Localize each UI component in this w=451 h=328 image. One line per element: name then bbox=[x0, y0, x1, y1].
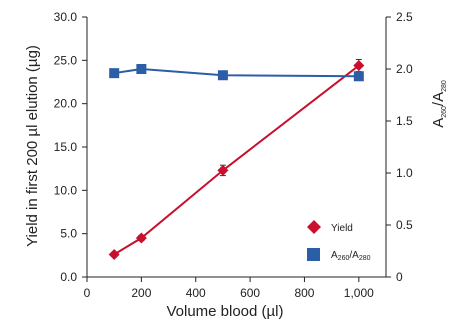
legend-sub2: 280 bbox=[359, 255, 371, 262]
x-tick-label: 800 bbox=[294, 286, 314, 300]
x-tick-label: 1,000 bbox=[344, 286, 374, 300]
x-tick-label: 0 bbox=[84, 286, 91, 300]
data-point-yield bbox=[217, 164, 229, 176]
y-right-title-sub1: 260 bbox=[441, 106, 448, 118]
legend-marker-diamond bbox=[307, 220, 321, 234]
y-right-tick-label: 2.0 bbox=[396, 62, 413, 76]
y-left-tick-label: 15.0 bbox=[54, 140, 78, 154]
x-ticks: 0 200 400 600 800 1,000 bbox=[84, 277, 374, 300]
data-point-yield bbox=[108, 248, 120, 260]
series-line-1 bbox=[114, 67, 359, 78]
data-point-a260-a280 bbox=[353, 71, 364, 82]
legend: Yield A260/A280 bbox=[307, 220, 371, 262]
y-right-title-sep: /A bbox=[430, 92, 447, 106]
y-right-tick-label: 1.0 bbox=[396, 166, 413, 180]
series-layer bbox=[108, 58, 365, 260]
y-left-tick-label: 25.0 bbox=[54, 53, 78, 67]
y-right-tick-label: 0 bbox=[396, 270, 403, 284]
legend-sub1: 260 bbox=[338, 255, 350, 262]
y-right-axis-title: A260/A280 bbox=[430, 80, 448, 128]
data-point-a260-a280 bbox=[136, 64, 147, 74]
data-point-a260-a280 bbox=[109, 68, 120, 79]
legend-label-yield: Yield bbox=[331, 223, 353, 234]
y-right-title-base: A bbox=[430, 118, 447, 128]
axes bbox=[86, 17, 387, 278]
y-right-tick-label: 1.5 bbox=[396, 114, 413, 128]
y-left-axis-title: Yield in first 200 µl elution (µg) bbox=[24, 45, 41, 247]
y-left-ticks: 0.0 5.0 10.0 15.0 20.0 25.0 30.0 bbox=[54, 10, 87, 284]
series-line-0 bbox=[113, 64, 360, 256]
y-left-tick-label: 0.0 bbox=[60, 270, 77, 284]
x-axis-title: Volume blood (µl) bbox=[166, 303, 283, 320]
y-right-ticks: 0 0.5 1.0 1.5 2.0 2.5 bbox=[386, 10, 413, 284]
legend-sep: /A bbox=[349, 250, 359, 261]
legend-item-a260-a280: A260/A280 bbox=[307, 248, 371, 262]
x-tick-label: 200 bbox=[131, 286, 151, 300]
legend-a-base: A bbox=[331, 250, 338, 261]
legend-marker-square bbox=[307, 248, 320, 261]
y-right-tick-label: 2.5 bbox=[396, 10, 413, 24]
y-right-title-sub2: 280 bbox=[441, 80, 448, 92]
legend-item-yield: Yield bbox=[307, 220, 353, 234]
data-point-a260-a280 bbox=[217, 70, 228, 81]
x-tick-label: 400 bbox=[186, 286, 206, 300]
data-point-yield bbox=[353, 60, 365, 72]
data-point-yield bbox=[135, 232, 147, 244]
y-left-tick-label: 10.0 bbox=[54, 183, 78, 197]
x-tick-label: 600 bbox=[240, 286, 260, 300]
y-right-tick-label: 0.5 bbox=[396, 218, 413, 232]
y-left-tick-label: 20.0 bbox=[54, 97, 78, 111]
y-left-tick-label: 5.0 bbox=[60, 227, 77, 241]
legend-label-a260-a280: A260/A280 bbox=[331, 250, 371, 262]
y-left-tick-label: 30.0 bbox=[54, 10, 78, 24]
